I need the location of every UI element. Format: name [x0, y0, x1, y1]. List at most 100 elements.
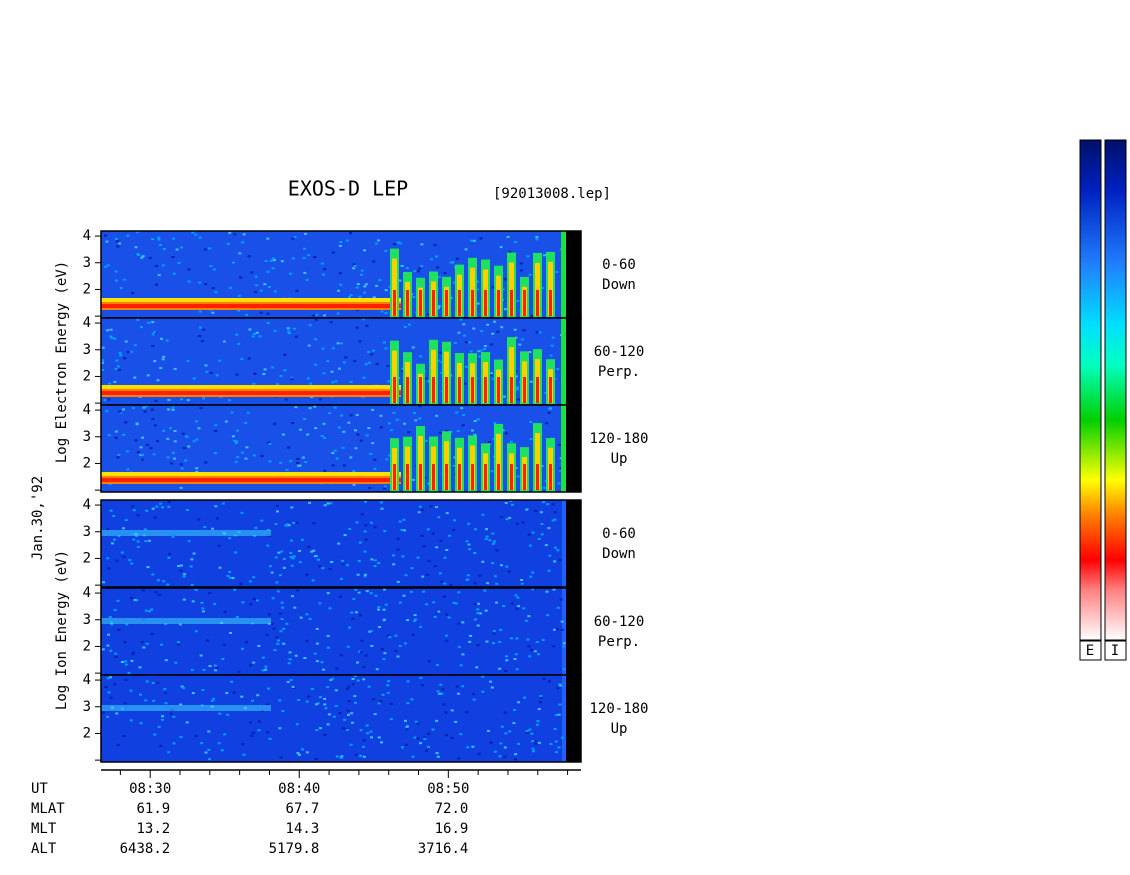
speckle — [340, 414, 344, 417]
speckle — [545, 422, 549, 425]
speckle — [425, 749, 429, 752]
speckle — [529, 380, 533, 383]
y-tick-label: 3 — [83, 612, 91, 628]
speckle — [508, 250, 512, 253]
speckle — [103, 265, 107, 268]
speckle — [198, 335, 202, 338]
speckle — [445, 634, 449, 637]
speckle — [228, 576, 232, 579]
speckle — [303, 271, 307, 274]
speckle — [260, 519, 264, 522]
speckle — [405, 725, 409, 728]
speckle — [342, 361, 346, 364]
speckle — [321, 567, 325, 570]
speckle — [538, 331, 542, 334]
speckle — [362, 666, 366, 669]
speckle — [235, 616, 239, 619]
speckle — [297, 464, 301, 467]
speckle — [436, 307, 440, 310]
speckle — [340, 342, 344, 345]
speckle — [131, 653, 135, 656]
speckle — [364, 500, 368, 503]
speckle — [506, 235, 510, 238]
speckle — [515, 607, 519, 610]
speckle — [304, 232, 308, 235]
speckle — [115, 712, 119, 715]
speckle — [521, 521, 525, 524]
speckle — [211, 311, 215, 314]
speckle — [267, 285, 271, 288]
speckle — [346, 685, 350, 688]
speckle — [223, 610, 227, 613]
speckle — [240, 511, 244, 514]
speckle — [493, 750, 497, 753]
speckle — [192, 552, 196, 555]
speckle — [136, 514, 140, 517]
y-tick-label: 3 — [83, 429, 91, 445]
speckle — [105, 410, 109, 413]
speckle — [400, 370, 404, 373]
speckle — [538, 701, 542, 704]
speckle — [103, 399, 107, 402]
speckle — [135, 423, 139, 426]
speckle — [396, 537, 400, 540]
y-tick-label: 4 — [83, 402, 91, 418]
speckle — [380, 648, 384, 651]
speckle — [114, 652, 118, 655]
speckle — [163, 688, 167, 691]
speckle — [218, 712, 222, 715]
speckle — [248, 580, 252, 583]
speckle — [547, 569, 551, 572]
speckle — [167, 556, 171, 559]
speckle — [271, 267, 275, 270]
ephemeris-value: 5179.8 — [269, 841, 320, 857]
speckle — [503, 711, 507, 714]
speckle — [354, 588, 358, 591]
speckle — [363, 285, 367, 288]
speckle — [335, 755, 339, 758]
speckle — [145, 680, 149, 683]
speckle — [473, 433, 477, 436]
edge-strip — [562, 500, 566, 587]
y-tick-label: 3 — [83, 699, 91, 715]
speckle — [191, 692, 195, 695]
speckle — [383, 652, 387, 655]
speckle — [326, 502, 330, 505]
speckle — [331, 452, 335, 455]
speckle — [316, 702, 320, 705]
speckle — [121, 527, 125, 530]
speckle — [109, 335, 113, 338]
speckle — [126, 234, 130, 237]
speckle — [403, 325, 407, 328]
speckle — [118, 351, 122, 354]
speckle — [231, 577, 235, 580]
speckle — [190, 583, 194, 586]
speckle — [402, 594, 406, 597]
speckle — [322, 372, 326, 375]
speckle — [358, 614, 362, 617]
burst — [406, 377, 409, 403]
speckle — [195, 438, 199, 441]
speckle — [300, 748, 304, 751]
speckle — [117, 453, 121, 456]
speckle — [147, 321, 151, 324]
speckle — [546, 614, 550, 617]
speckle — [404, 574, 408, 577]
speckle — [228, 631, 232, 634]
speckle — [244, 421, 248, 424]
speckle — [540, 522, 544, 525]
speckle — [281, 433, 285, 436]
low-energy-band-core — [101, 304, 401, 308]
speckle — [509, 500, 513, 503]
speckle — [514, 594, 518, 597]
speckle — [514, 375, 518, 378]
speckle — [420, 243, 424, 246]
speckle — [537, 741, 541, 744]
speckle — [232, 261, 236, 264]
speckle — [324, 707, 328, 710]
speckle — [119, 411, 123, 414]
speckle — [103, 234, 107, 237]
speckle — [542, 254, 546, 257]
speckle — [403, 642, 407, 645]
speckle — [373, 713, 377, 716]
